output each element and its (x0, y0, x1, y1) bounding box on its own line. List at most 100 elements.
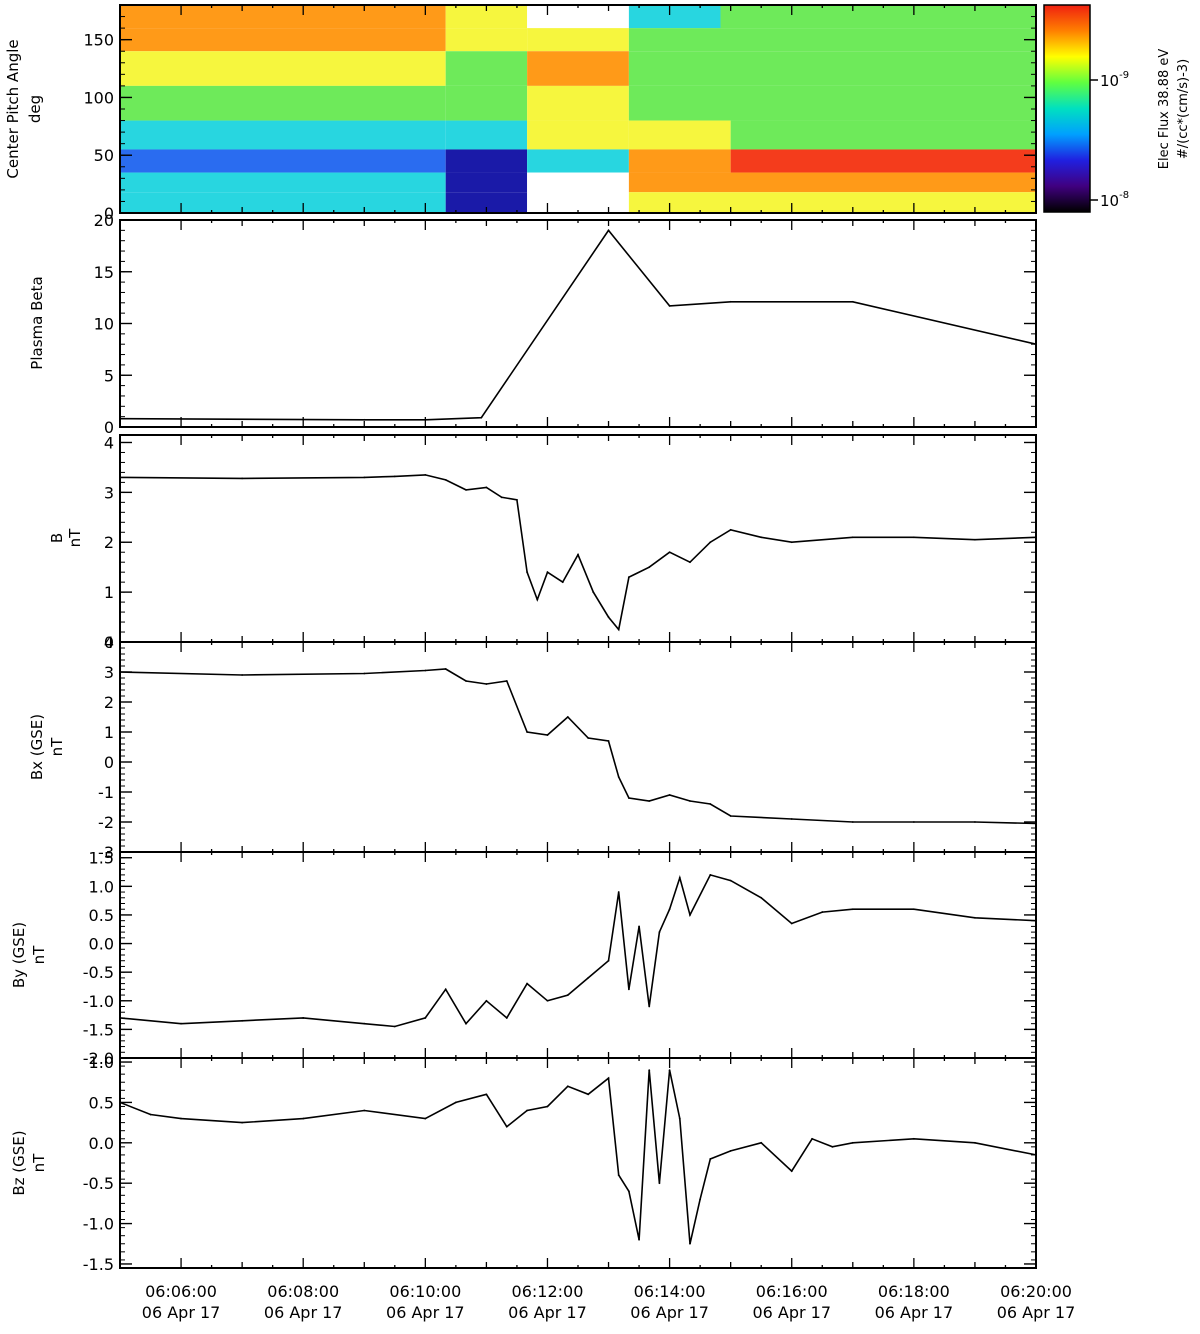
series-point (668, 794, 671, 796)
bz-ylabel: Bz (GSE) (10, 1130, 28, 1195)
plasma-beta-ylabel: Plasma Beta (28, 276, 46, 369)
series-point (648, 800, 651, 802)
bz-yunit: nT (30, 1153, 48, 1173)
series-point (851, 300, 854, 303)
spectrogram-cell (628, 51, 1036, 86)
series-point (444, 988, 447, 991)
series-point (444, 668, 447, 670)
series-point (668, 551, 671, 554)
series-point (180, 1117, 182, 1120)
series-point (526, 1109, 529, 1112)
series-point (760, 1141, 763, 1144)
series-point (974, 821, 976, 823)
series-point (536, 598, 539, 601)
series-point (790, 541, 793, 544)
y-tick-label: -0.5 (83, 963, 114, 982)
series-point (587, 737, 590, 739)
spectrogram-cell (120, 172, 446, 193)
x-tick-label-time: 06:06:00 (145, 1282, 217, 1301)
b-magnitude-x-ticks (180, 435, 1037, 642)
spectrogram-cell (628, 85, 1036, 121)
series-point (607, 959, 610, 962)
series-point (658, 1182, 661, 1185)
y-tick-label: 1 (104, 583, 114, 602)
series-point (241, 477, 244, 480)
x-tick-label-time: 06:20:00 (1000, 1282, 1072, 1301)
y-tick-label: 4 (104, 633, 114, 652)
spectrogram-cell (628, 5, 721, 29)
by-y-ticks: -2.0 -1.5 -1.0 -0.5 0.0 0.5 1.0 1.5 (83, 849, 1036, 1068)
y-tick-label: -1.5 (83, 1255, 114, 1274)
series-point (709, 873, 712, 876)
series-point (974, 1141, 976, 1144)
series-point (505, 680, 508, 682)
series-point (119, 476, 121, 479)
colorbar-label: Elec Flux 38.88 eV (1157, 49, 1172, 170)
series-point (760, 896, 763, 899)
y-tick-label: 0.5 (89, 1093, 114, 1112)
series-point (561, 581, 564, 584)
y-tick-label: 1.5 (89, 849, 114, 868)
y-tick-label: 4 (104, 433, 114, 452)
spectrogram-cell (730, 120, 1036, 150)
x-tick-label-date: 06 Apr 17 (875, 1303, 954, 1322)
series-point (607, 1077, 610, 1080)
spectrogram-cell (445, 172, 528, 193)
y-tick-label: -1.0 (83, 1215, 114, 1234)
colorbar-unit: #/(cc*(cm/s)-3) (1176, 59, 1191, 159)
by-ylabel: By (GSE) (10, 922, 28, 988)
time-axis-labels: 06:06:00 06 Apr 17 06:08:00 06 Apr 17 06:10:… (142, 1282, 1076, 1322)
bx-yunit: nT (48, 737, 66, 757)
spectrogram-cell (527, 85, 629, 121)
series-point (500, 496, 503, 499)
series-point (592, 591, 595, 594)
series-point (912, 536, 915, 539)
series-point (729, 879, 732, 882)
b-magnitude-ylabel: B (48, 533, 66, 543)
bz-panel: -1.5 -1.0 -0.5 0.0 0.5 1.0 Bz (GSE) nT (10, 1053, 1037, 1274)
series-point (790, 922, 793, 925)
colorbar-tick-label: 10-9 (1100, 70, 1129, 90)
y-tick-label: 10 (94, 315, 114, 334)
spectrogram-cell (527, 149, 629, 173)
x-tick-label-time: 06:12:00 (512, 1282, 584, 1301)
series-point (480, 416, 483, 419)
series-point (1035, 536, 1037, 539)
series-point (648, 566, 651, 569)
spectrogram-cell (527, 172, 629, 193)
series-point (485, 486, 488, 489)
bz-series-line (119, 1069, 1037, 1244)
series-point (587, 976, 590, 979)
y-tick-label: 3 (104, 483, 114, 502)
series-point (566, 1085, 569, 1088)
series-point (668, 305, 671, 307)
series-point (638, 925, 640, 928)
series-point (363, 476, 366, 479)
plasma-beta-y-ticks: 0 5 10 15 20 (94, 211, 1036, 437)
series-point (119, 671, 121, 673)
series-point (485, 683, 488, 685)
series-point (241, 1121, 244, 1124)
series-point (119, 1101, 121, 1104)
series-point (526, 571, 529, 574)
series-point (678, 876, 681, 879)
series-point (1035, 919, 1037, 922)
bx-x-ticks (180, 642, 1037, 852)
b-magnitude-y-ticks: 0 1 2 3 4 (104, 433, 1036, 652)
series-point (1035, 822, 1037, 825)
y-tick-label: 0.0 (89, 1134, 114, 1153)
spectrogram-cell (527, 51, 629, 86)
series-point (424, 1017, 427, 1019)
by-series-line (119, 873, 1037, 1028)
series-point (912, 908, 915, 911)
series-point (119, 1017, 121, 1019)
series-point (363, 1109, 366, 1112)
pitch-angle-panel: 0 50 100 150 Center Pitch Angle deg (4, 4, 1037, 223)
series-point (363, 672, 366, 675)
series-point (689, 914, 691, 916)
x-tick-label-date: 06 Apr 17 (386, 1303, 465, 1322)
b-magnitude-frame (119, 434, 1037, 643)
series-point (851, 536, 854, 539)
spectrogram-cell (445, 120, 528, 150)
plasma-beta-panel: 0 5 10 15 20 Plasma Beta (28, 211, 1037, 437)
